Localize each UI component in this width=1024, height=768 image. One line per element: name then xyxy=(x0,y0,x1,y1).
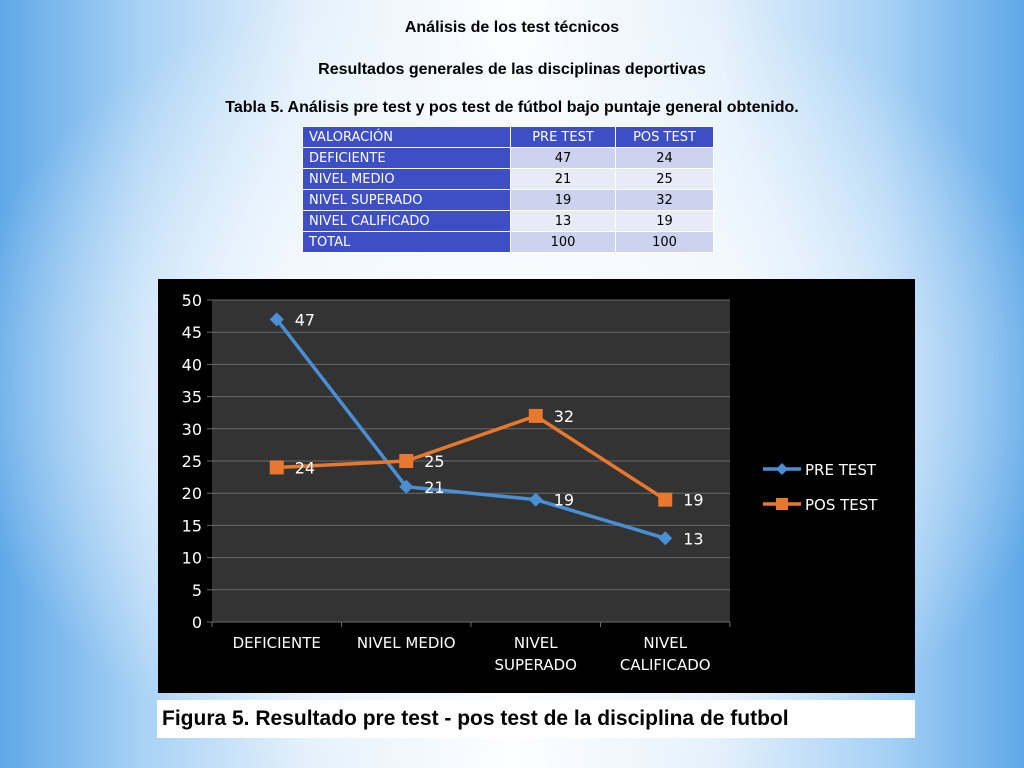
y-tick-label: 30 xyxy=(182,420,202,439)
header-pos-test: POS TEST xyxy=(615,126,714,148)
data-point-marker xyxy=(528,492,543,507)
pre-test-cell: 47 xyxy=(510,147,616,169)
data-label: 47 xyxy=(295,310,315,329)
y-tick-label: 45 xyxy=(182,323,202,342)
pos-test-cell: 32 xyxy=(615,189,714,211)
data-point-marker xyxy=(528,408,543,423)
slide-heading: Análisis de los test técnicos xyxy=(404,19,620,36)
pos-test-cell: 100 xyxy=(615,231,714,253)
pre-test-cell: 19 xyxy=(510,189,616,211)
x-tick-label: DEFICIENTE xyxy=(233,634,321,652)
section-subheading: Resultados generales de las disciplinas … xyxy=(318,61,706,78)
table-row: NIVEL SUPERADO 19 32 xyxy=(302,189,714,211)
row-label: DEFICIENTE xyxy=(302,147,511,169)
data-point-marker xyxy=(658,531,673,546)
data-label: 21 xyxy=(424,478,444,497)
table-row: DEFICIENTE 47 24 xyxy=(302,147,714,169)
y-tick-label: 5 xyxy=(192,581,202,600)
y-tick-label: 25 xyxy=(182,452,202,471)
y-tick-label: 50 xyxy=(182,291,202,310)
pre-test-cell: 13 xyxy=(510,210,616,232)
y-tick-label: 10 xyxy=(182,549,202,568)
data-point-marker xyxy=(658,492,673,507)
figure-caption: Figura 5. Resultado pre test - pos test … xyxy=(157,700,915,738)
x-tick-label: NIVEL MEDIO xyxy=(357,634,456,652)
legend-label: POS TEST xyxy=(805,496,878,514)
data-label: 19 xyxy=(683,491,703,510)
data-point-marker xyxy=(399,454,414,468)
results-table: VALORACIÓN PRE TEST POS TEST DEFICIENTE … xyxy=(302,126,714,253)
table-row: NIVEL CALIFICADO 13 19 xyxy=(302,210,714,232)
x-tick-label: NIVEL SUPERADO xyxy=(495,634,577,674)
table-row-total: TOTAL 100 100 xyxy=(302,231,714,253)
data-point-marker xyxy=(269,460,284,475)
pre-test-cell: 21 xyxy=(510,168,616,190)
row-label: NIVEL MEDIO xyxy=(302,168,511,190)
data-point-marker xyxy=(399,479,414,494)
data-point-marker xyxy=(269,312,284,327)
data-label: 19 xyxy=(554,491,574,510)
series-line xyxy=(275,318,666,540)
data-label: 13 xyxy=(683,529,703,548)
data-point-marker xyxy=(776,498,788,510)
header-valoracion: VALORACIÓN xyxy=(302,126,511,148)
pos-test-cell: 25 xyxy=(615,168,714,190)
y-tick-label: 0 xyxy=(192,613,202,632)
header-pre-test: PRE TEST xyxy=(510,126,616,148)
table-header-row: VALORACIÓN PRE TEST POS TEST xyxy=(302,126,714,148)
table-title: Tabla 5. Análisis pre test y pos test de… xyxy=(225,99,799,116)
table-row: NIVEL MEDIO 21 25 xyxy=(302,168,714,190)
row-label: TOTAL xyxy=(302,231,511,253)
data-label: 32 xyxy=(554,407,574,426)
pre-test-cell: 100 xyxy=(510,231,616,253)
data-point-marker xyxy=(776,463,788,475)
pos-test-cell: 24 xyxy=(615,147,714,169)
line-chart: 0 5 10 15 20 25 30 35 40 45 50 DEFICIENTE NIVEL MEDI… xyxy=(158,279,915,693)
y-tick-label: 35 xyxy=(182,388,202,407)
chart-svg: 0 5 10 15 20 25 30 35 40 45 50 DEFICIENTE NIVEL MEDI… xyxy=(182,291,879,674)
row-label: NIVEL CALIFICADO xyxy=(302,210,511,232)
data-label: 25 xyxy=(424,452,444,471)
y-tick-label: 40 xyxy=(182,355,202,374)
pos-test-cell: 19 xyxy=(615,210,714,232)
y-tick-label: 20 xyxy=(182,484,202,503)
x-tick-label: NIVEL CALIFICADO xyxy=(620,634,711,674)
row-label: NIVEL SUPERADO xyxy=(302,189,511,211)
legend-label: PRE TEST xyxy=(805,461,877,479)
data-label: 24 xyxy=(295,458,315,477)
y-tick-label: 15 xyxy=(182,516,202,535)
series-line xyxy=(276,414,667,502)
